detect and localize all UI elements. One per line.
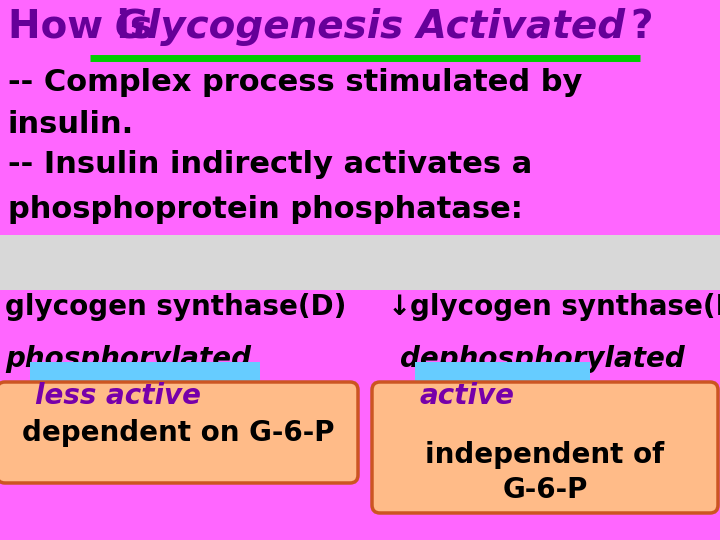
Text: insulin.: insulin. — [8, 110, 134, 139]
Bar — [0, 235, 720, 290]
Text: glycogen synthase(I): glycogen synthase(I) — [410, 293, 720, 321]
Text: dephosphorylated: dephosphorylated — [400, 345, 685, 373]
Text: ↓: ↓ — [388, 293, 411, 321]
Text: -- Insulin indirectly activates a: -- Insulin indirectly activates a — [8, 150, 532, 179]
FancyBboxPatch shape — [0, 382, 358, 483]
Text: less active: less active — [35, 382, 201, 410]
Text: How is: How is — [8, 8, 166, 46]
Bar — [415, 362, 590, 400]
Text: phosphorylated: phosphorylated — [5, 345, 251, 373]
Text: -- Complex process stimulated by: -- Complex process stimulated by — [8, 68, 582, 97]
Text: G-6-P: G-6-P — [503, 476, 588, 504]
Text: active: active — [420, 382, 515, 410]
Bar — [30, 362, 260, 400]
Text: glycogen synthase(D): glycogen synthase(D) — [5, 293, 346, 321]
Text: Glycogenesis Activated: Glycogenesis Activated — [115, 8, 625, 46]
Text: phosphoprotein phosphatase:: phosphoprotein phosphatase: — [8, 195, 523, 224]
Text: dependent on G-6-P: dependent on G-6-P — [22, 419, 334, 447]
Text: ?: ? — [630, 8, 652, 46]
FancyBboxPatch shape — [372, 382, 718, 513]
Text: independent of: independent of — [426, 441, 665, 469]
